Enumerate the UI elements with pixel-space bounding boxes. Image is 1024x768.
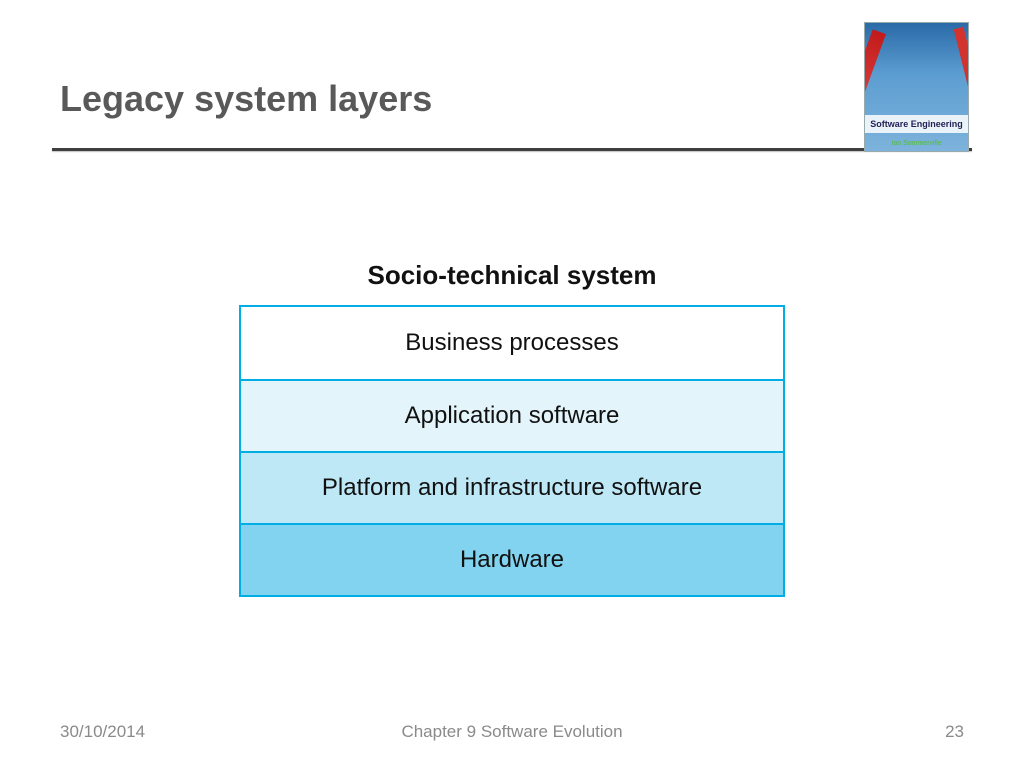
layer-diagram: Socio-technical system Business processe… [0,260,1024,597]
title-zone: Legacy system layers [60,78,864,120]
layer-1: Application software [241,379,783,451]
footer-chapter: Chapter 9 Software Evolution [0,722,1024,742]
layer-3: Hardware [241,523,783,595]
title-divider [52,148,972,151]
layer-0: Business processes [241,307,783,379]
footer-page-number: 23 [945,722,964,742]
diagram-caption: Socio-technical system [368,260,657,291]
layer-2: Platform and infrastructure software [241,451,783,523]
layer-stack: Business processesApplication softwarePl… [239,305,785,597]
book-author-band: Ian Sommerville [865,140,968,147]
slide: Legacy system layers Software Engineerin… [0,0,1024,768]
slide-footer: 30/10/2014 Chapter 9 Software Evolution … [0,722,1024,746]
book-cover-thumbnail: Software Engineering Ian Sommerville [864,22,969,152]
book-title-band: Software Engineering [865,115,968,133]
slide-title: Legacy system layers [60,78,864,120]
